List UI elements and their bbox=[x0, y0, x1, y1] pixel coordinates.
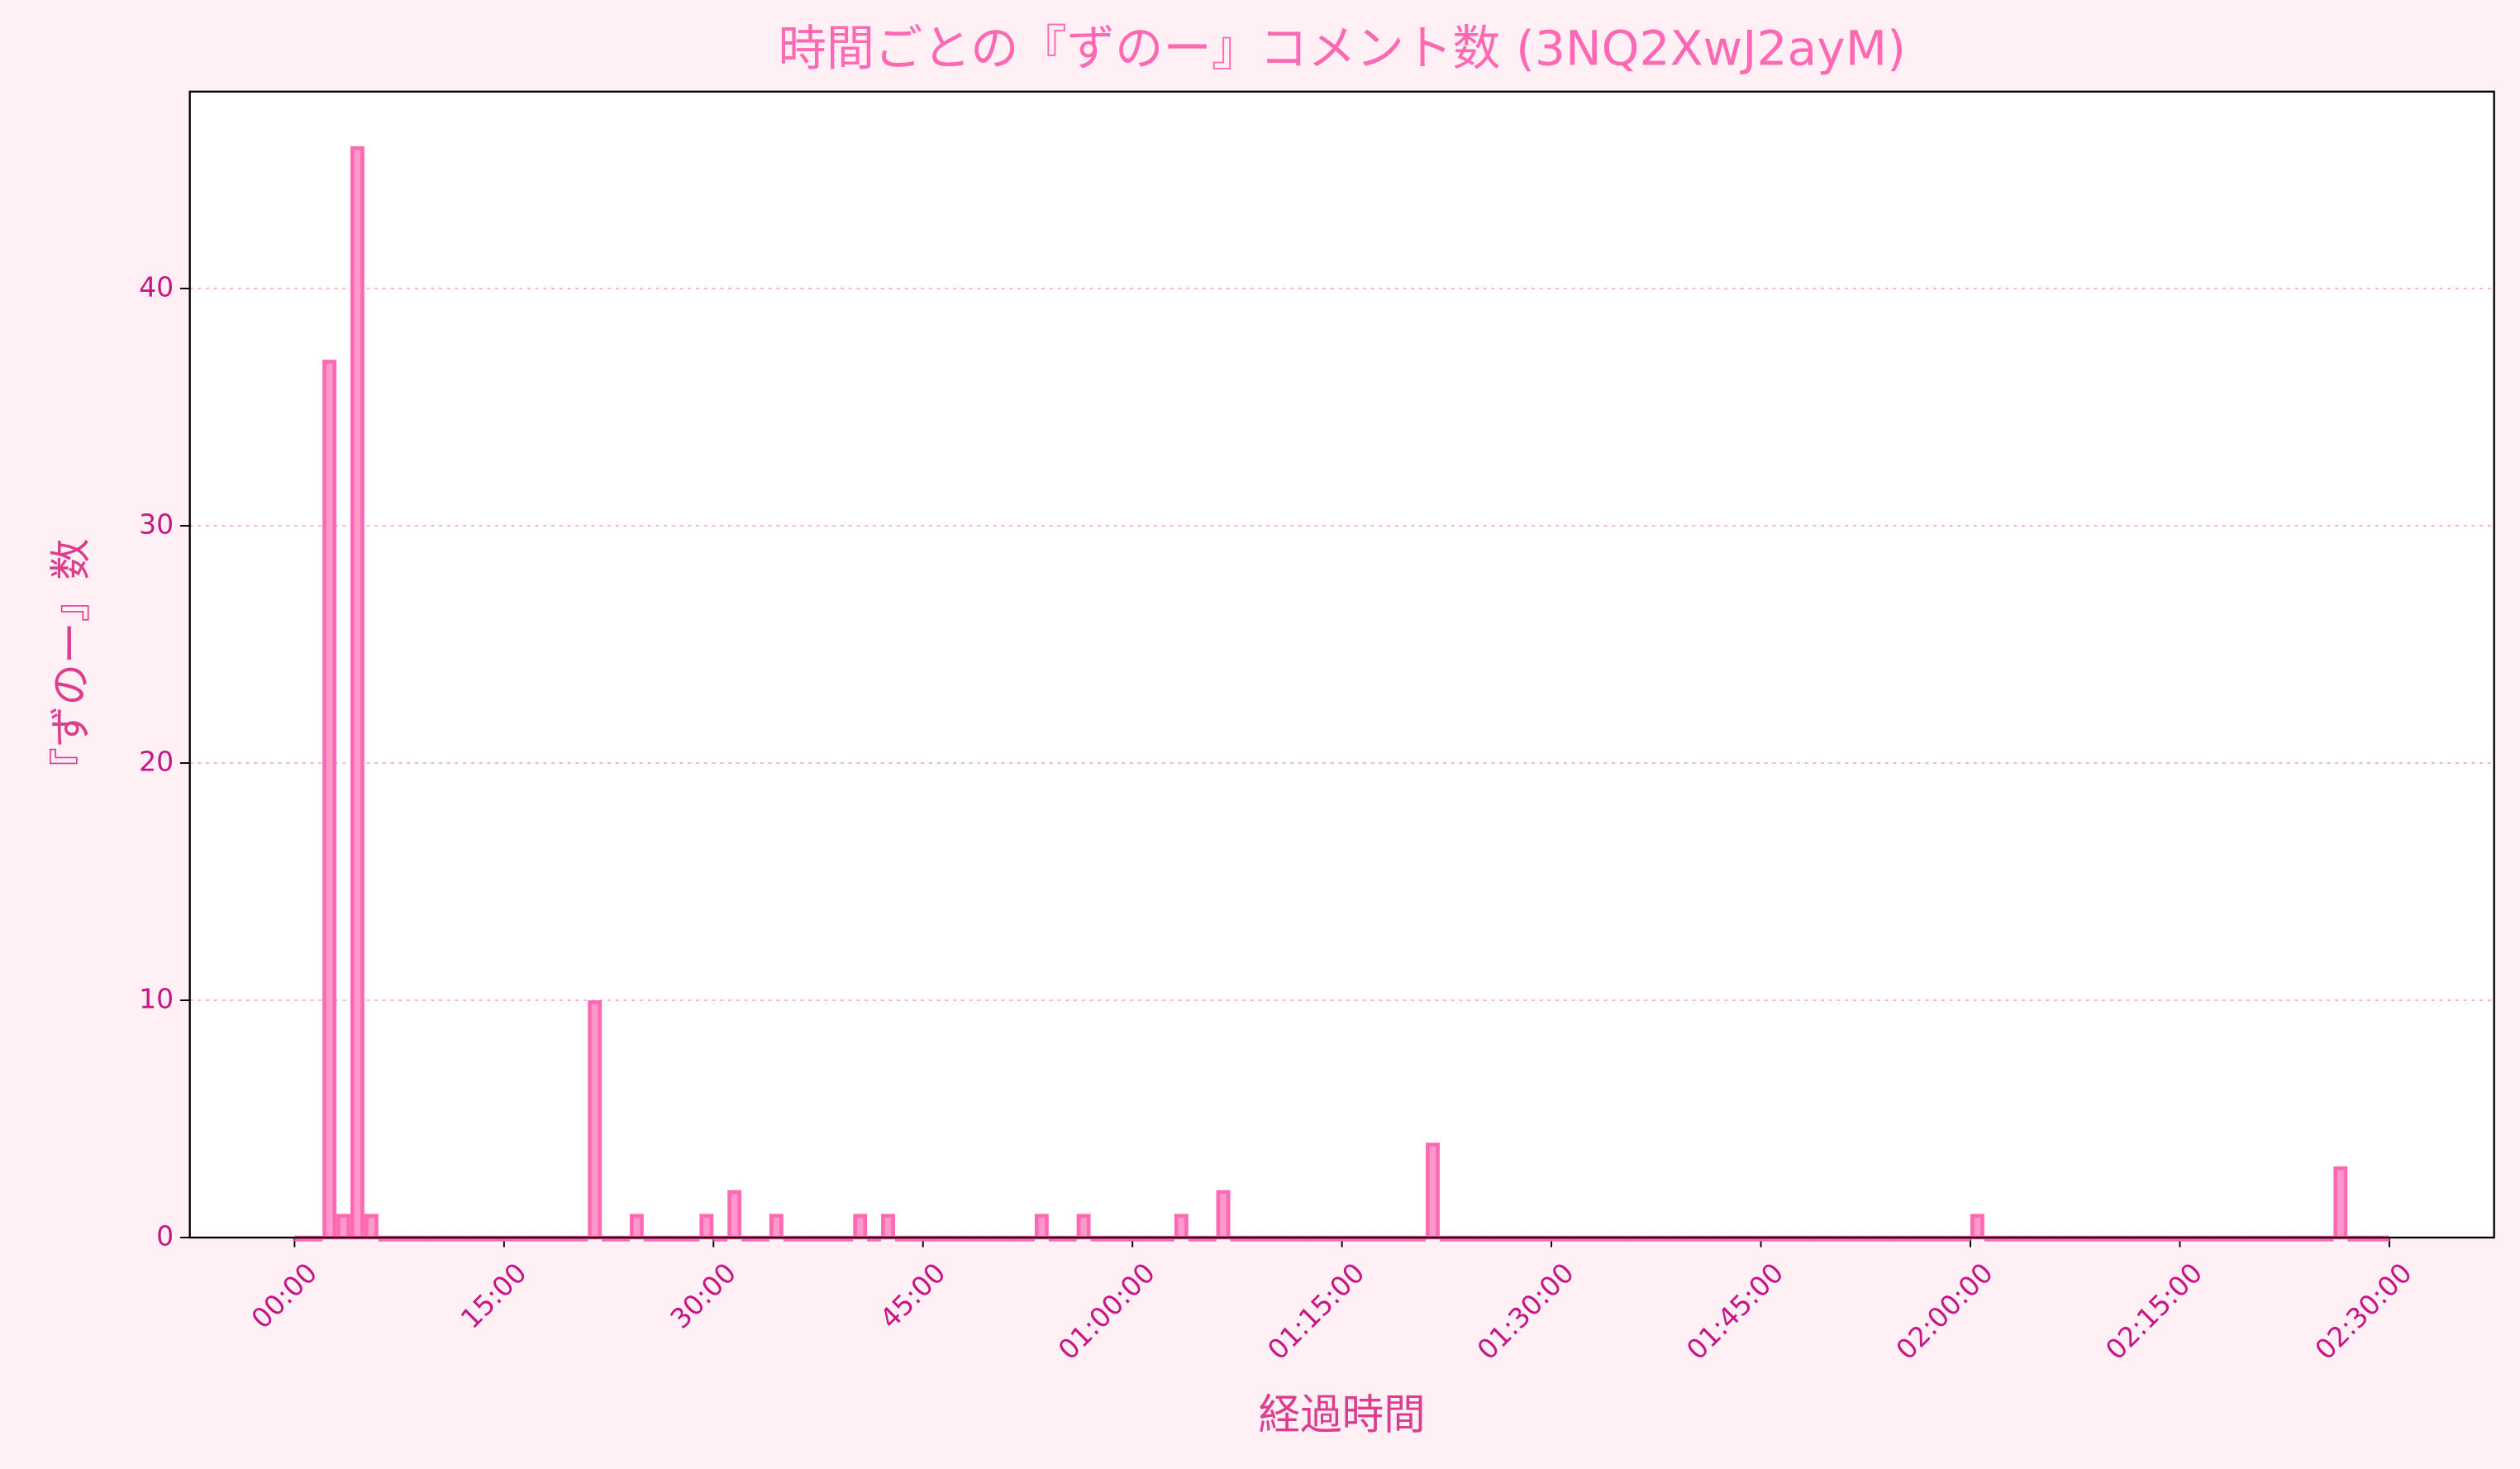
bar bbox=[629, 1214, 644, 1240]
bar bbox=[336, 1214, 350, 1240]
bar bbox=[727, 1190, 742, 1240]
bar bbox=[699, 1214, 714, 1240]
bar bbox=[1174, 1214, 1189, 1240]
bar bbox=[364, 1214, 379, 1240]
bar bbox=[588, 1000, 603, 1240]
y-tick-label: 30 bbox=[139, 508, 174, 541]
bar bbox=[1970, 1214, 1984, 1240]
y-tick-label: 10 bbox=[139, 983, 174, 1015]
y-tick-label: 0 bbox=[156, 1220, 174, 1252]
x-axis-label: 経過時間 bbox=[1259, 1390, 1426, 1438]
bar bbox=[853, 1214, 868, 1240]
bar bbox=[322, 360, 337, 1240]
plot-area bbox=[189, 91, 2494, 1238]
y-axis-label: 『ずのー』数 bbox=[46, 538, 95, 789]
chart-title: 時間ごとの『ずのー』コメント数 (3NQ2XwJ2ayM) bbox=[778, 20, 1905, 76]
y-tick-label: 20 bbox=[139, 746, 174, 778]
y-tick-label: 40 bbox=[139, 271, 174, 303]
bar bbox=[1216, 1190, 1231, 1240]
bar bbox=[1426, 1142, 1440, 1240]
bar bbox=[350, 145, 364, 1240]
bar bbox=[881, 1214, 895, 1240]
bar bbox=[2333, 1166, 2348, 1240]
bar bbox=[1076, 1214, 1091, 1240]
bar bbox=[769, 1214, 784, 1240]
axes-frame bbox=[188, 90, 2495, 1239]
bar bbox=[1034, 1214, 1049, 1240]
